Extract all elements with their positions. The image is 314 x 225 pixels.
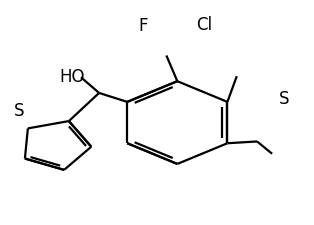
Text: F: F — [138, 17, 148, 35]
Text: S: S — [279, 90, 290, 108]
Text: HO: HO — [60, 68, 85, 86]
Text: S: S — [14, 102, 25, 120]
Text: Cl: Cl — [196, 16, 212, 34]
